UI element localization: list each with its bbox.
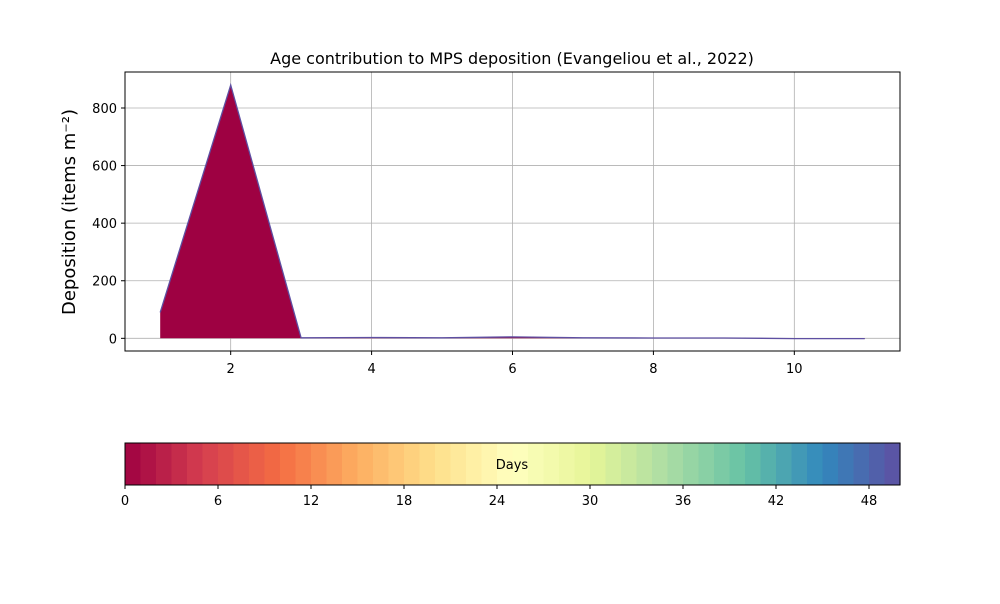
- colorbar-segment: [311, 443, 327, 485]
- colorbar-segment: [559, 443, 575, 485]
- colorbar-segment: [404, 443, 420, 485]
- colorbar-segment: [854, 443, 870, 485]
- colorbar-segment: [823, 443, 839, 485]
- colorbar-tick-label: 36: [675, 494, 692, 509]
- y-tick-label: 400: [92, 217, 117, 232]
- colorbar-tick-label: 24: [489, 494, 506, 509]
- x-tick-label: 6: [508, 362, 516, 377]
- colorbar-tick-label: 12: [303, 494, 320, 509]
- colorbar-segment: [249, 443, 265, 485]
- colorbar-segment: [327, 443, 343, 485]
- colorbar-segment: [451, 443, 467, 485]
- colorbar-segment: [280, 443, 296, 485]
- colorbar-tick-label: 42: [768, 494, 785, 509]
- colorbar-segment: [885, 443, 901, 485]
- colorbar-segment: [637, 443, 653, 485]
- colorbar-segment: [389, 443, 405, 485]
- colorbar-segment: [265, 443, 281, 485]
- y-axis-label: Deposition (items m⁻²): [59, 109, 80, 315]
- colorbar-tick-label: 0: [121, 494, 129, 509]
- colorbar-segment: [466, 443, 482, 485]
- colorbar-segment: [590, 443, 606, 485]
- colorbar-segment: [621, 443, 637, 485]
- colorbar-label: Days: [496, 458, 529, 473]
- colorbar-segment: [125, 443, 141, 485]
- colorbar: 0 6 12 18 24 30 36 42 48: [121, 443, 901, 509]
- colorbar-segment: [342, 443, 358, 485]
- colorbar-segment: [234, 443, 250, 485]
- colorbar-tick-label: 30: [582, 494, 599, 509]
- y-tick-label: 800: [92, 102, 117, 117]
- y-tick-label: 0: [109, 332, 117, 347]
- chart-title: Age contribution to MPS deposition (Evan…: [270, 49, 754, 68]
- colorbar-segment: [714, 443, 730, 485]
- colorbar-segment: [141, 443, 157, 485]
- colorbar-segment: [156, 443, 172, 485]
- colorbar-segment: [776, 443, 792, 485]
- colorbar-segment: [869, 443, 885, 485]
- colorbar-segment: [668, 443, 684, 485]
- colorbar-tick-label: 18: [396, 494, 413, 509]
- colorbar-segment: [172, 443, 188, 485]
- colorbar-segment: [373, 443, 389, 485]
- colorbar-tick-label: 48: [861, 494, 878, 509]
- colorbar-segment: [807, 443, 823, 485]
- colorbar-segment: [699, 443, 715, 485]
- colorbar-segment: [652, 443, 668, 485]
- colorbar-tick-label: 6: [214, 494, 222, 509]
- y-tick-label: 600: [92, 160, 117, 175]
- y-tick-label: 200: [92, 275, 117, 290]
- x-tick-label: 2: [227, 362, 235, 377]
- colorbar-segment: [358, 443, 374, 485]
- x-tick-label: 10: [786, 362, 803, 377]
- colorbar-segment: [528, 443, 544, 485]
- colorbar-segment: [838, 443, 854, 485]
- colorbar-segment: [187, 443, 203, 485]
- colorbar-segment: [745, 443, 761, 485]
- colorbar-segment: [544, 443, 560, 485]
- colorbar-segment: [435, 443, 451, 485]
- colorbar-segment: [296, 443, 312, 485]
- colorbar-segment: [420, 443, 436, 485]
- colorbar-segment: [792, 443, 808, 485]
- colorbar-segment: [575, 443, 591, 485]
- colorbar-segment: [203, 443, 219, 485]
- colorbar-segment: [218, 443, 234, 485]
- x-tick-label: 4: [367, 362, 375, 377]
- x-tick-label: 8: [649, 362, 657, 377]
- colorbar-segment: [730, 443, 746, 485]
- colorbar-segment: [761, 443, 777, 485]
- colorbar-segment: [606, 443, 622, 485]
- colorbar-segment: [683, 443, 699, 485]
